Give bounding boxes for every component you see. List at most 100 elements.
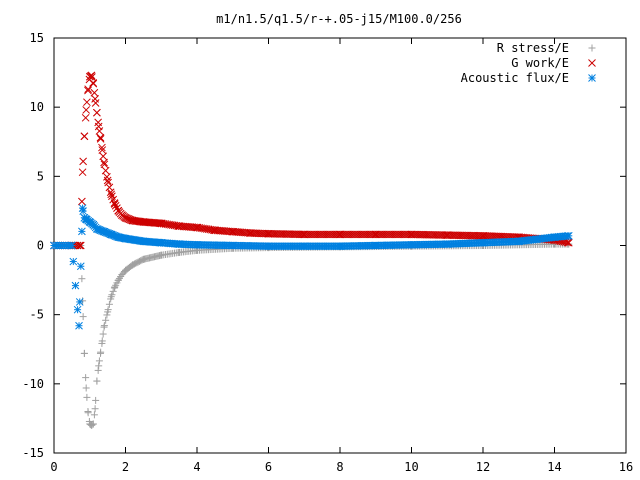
data-point [104,178,113,187]
data-point [107,293,115,301]
data-point [228,227,237,236]
data-point [336,230,344,239]
data-point [175,248,183,256]
data-point [98,143,106,152]
data-point [89,420,97,428]
x-tick-label: 8 [336,460,343,474]
data-point [514,237,523,246]
x-tick-label: 0 [50,460,57,474]
y-tick-label: -5 [30,308,44,322]
data-point [96,134,105,143]
y-tick-label: -15 [22,446,44,460]
data-point [75,241,84,250]
data-point [95,362,103,370]
data-point [96,349,104,357]
data-point [76,262,85,271]
series-star-points [50,204,573,330]
data-point [114,233,123,242]
x-tick-label: 4 [193,460,200,474]
data-point [91,405,99,413]
data-point [94,122,103,131]
data-point [550,233,559,242]
data-point [99,330,107,338]
data-point [111,201,120,210]
data-point [110,200,119,208]
data-point [82,384,90,392]
series-plus-points [50,240,573,429]
data-point [93,225,101,233]
data-point [264,229,273,238]
x-tick-label: 16 [619,460,633,474]
data-point [73,305,82,314]
data-points [50,71,573,429]
data-point [95,357,103,365]
data-point [105,300,113,308]
data-point [102,316,110,324]
data-point [114,276,122,284]
data-point [407,240,416,249]
data-point [99,152,108,161]
data-point [121,213,130,222]
data-point [93,377,101,385]
series-cross-points [50,71,573,250]
y-tick-label: 15 [30,31,44,45]
data-point [101,166,110,175]
data-point [80,132,89,141]
data-point [76,241,85,250]
x-tick-label: 14 [547,460,561,474]
data-point [103,311,111,319]
data-point [122,266,129,274]
data-point [100,227,108,236]
data-point [107,190,116,199]
data-point [300,230,309,239]
data-point [78,168,87,177]
data-point [407,230,416,239]
data-point [139,255,147,263]
data-point [564,231,573,240]
data-point [88,73,96,81]
data-point [479,231,487,240]
data-point [111,283,119,291]
data-point [443,231,452,239]
data-point [83,393,91,401]
data-point [100,158,108,167]
data-point [50,241,58,250]
data-point [109,287,117,295]
data-point [264,242,273,251]
data-point [100,323,108,331]
x-tick-label: 2 [122,460,129,474]
data-point [79,313,87,321]
data-point [73,241,82,250]
x-tick-label: 6 [265,460,272,474]
data-point [96,133,105,142]
y-tick-label: 5 [37,169,44,183]
data-point [129,261,137,269]
data-point [88,421,96,429]
data-point [336,242,344,251]
legend-label: R stress/E [497,41,569,55]
data-point [563,238,572,247]
data-point [98,146,107,154]
data-point [121,234,130,243]
data-point [479,238,487,247]
data-point [82,374,90,382]
data-point [87,71,96,80]
data-point [139,237,148,246]
data-point [211,226,219,235]
data-point [104,308,112,316]
data-point [532,235,541,244]
data-point [91,95,99,103]
data-point [128,216,137,225]
x-tick-label: 12 [476,460,490,474]
data-point [93,108,101,117]
data-point [75,298,84,306]
data-point [98,337,106,345]
data-point [105,183,114,192]
data-point [68,241,76,250]
data-point [78,197,86,206]
data-point [90,411,98,419]
data-point [78,204,87,213]
data-point [100,160,109,169]
data-point [443,240,452,248]
